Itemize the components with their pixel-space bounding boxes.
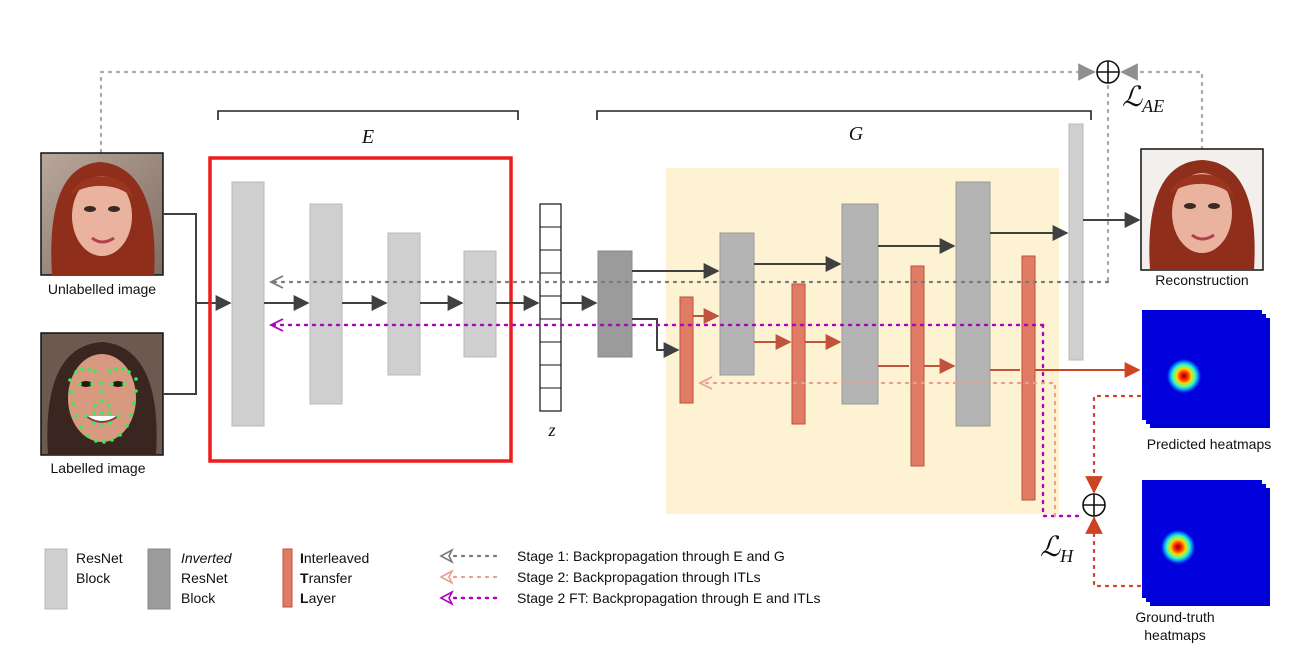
unlabelled-face-image: [40, 152, 164, 276]
encoder-bracket: [217, 110, 519, 120]
ae-loss-label: ℒAE: [1122, 82, 1164, 116]
stage2ft-backprop-head: [268, 318, 284, 332]
itl-block-2: [791, 283, 806, 425]
legend-resnet-label: ResNet: [76, 550, 123, 566]
reconstruction-face-image: [1140, 148, 1264, 271]
generator-output-block: [1068, 123, 1084, 361]
legend-stage2-head: [439, 569, 454, 585]
legend-resnet-swatch: [44, 548, 68, 610]
ae-loss-path-output: [1120, 63, 1204, 151]
itl-input-arrow: [632, 318, 680, 358]
legend-itl-label-3: Layer: [300, 590, 336, 606]
labelled-face-image: [40, 332, 164, 456]
encoder-resnet-block-1: [231, 181, 265, 427]
generator-resnet-block-2: [841, 203, 879, 405]
heatmap-loss-label: ℒH: [1040, 532, 1074, 566]
legend-stage1-head: [439, 548, 454, 564]
legend-inverted-label-2: ResNet: [181, 570, 228, 586]
legend-stage1-label: Stage 1: Backpropagation through E and G: [517, 548, 785, 564]
legend-itl-label: Interleaved: [300, 550, 369, 566]
legend-itl-swatch: [282, 548, 293, 608]
legend-resnet-label-2: Block: [76, 570, 111, 586]
legend-inverted-label: Inverted: [181, 550, 233, 566]
stage2-backprop-head: [697, 376, 713, 390]
legend-inverted-swatch: [147, 548, 171, 610]
legend-stage2ft-head: [439, 590, 454, 606]
groundtruth-heatmap-stack: [1142, 480, 1270, 606]
groundtruth-to-loss-line: [1085, 516, 1142, 588]
latent-vector: [539, 203, 562, 412]
generator-label: G: [849, 123, 864, 145]
generator-inverted-block: [597, 250, 633, 358]
predicted-heatmap-stack: [1142, 310, 1270, 428]
generator-resnet-block-3: [955, 181, 991, 427]
legend: ResNet Block Inverted ResNet Block Inter…: [44, 548, 821, 610]
predicted-to-loss-line: [1085, 394, 1142, 494]
ae-loss-sum-icon: [1096, 60, 1120, 84]
ae-loss-path-input: [99, 63, 1096, 154]
groundtruth-caption-2: heatmaps: [1144, 627, 1205, 643]
heatmap-loss-sum-icon: [1082, 493, 1106, 517]
predicted-heatmaps-caption: Predicted heatmaps: [1147, 436, 1272, 452]
groundtruth-caption: Ground-truth: [1135, 609, 1214, 625]
itl-block-3: [910, 265, 925, 467]
encoder-resnet-block-2: [309, 203, 343, 405]
encoder-highlight-box: [208, 156, 513, 463]
encoder-label: E: [361, 126, 374, 148]
stage1-backprop-head: [268, 275, 284, 289]
legend-itl-label-2: Transfer: [300, 570, 352, 586]
generator-bracket: [596, 110, 1092, 120]
legend-inverted-label-3: Block: [181, 590, 216, 606]
encoder-resnet-block-3: [387, 232, 421, 376]
latent-label: z: [547, 420, 555, 440]
input-merge-line: [163, 213, 197, 395]
reconstruction-caption: Reconstruction: [1155, 272, 1248, 288]
itl-block-4: [1021, 255, 1036, 501]
generator-resnet-block-1: [719, 232, 755, 376]
labelled-image-caption: Labelled image: [51, 460, 146, 476]
encoder-resnet-block-4: [463, 250, 497, 358]
unlabelled-image-caption: Unlabelled image: [48, 281, 156, 297]
legend-stage2-label: Stage 2: Backpropagation through ITLs: [517, 569, 761, 585]
stage2-backprop-line: [700, 381, 1057, 518]
landmark-dots: [68, 367, 138, 444]
itl-block-1: [679, 296, 694, 404]
stage2ft-backprop-down: [1041, 323, 1082, 518]
legend-stage2ft-label: Stage 2 FT: Backpropagation through E an…: [517, 590, 821, 606]
